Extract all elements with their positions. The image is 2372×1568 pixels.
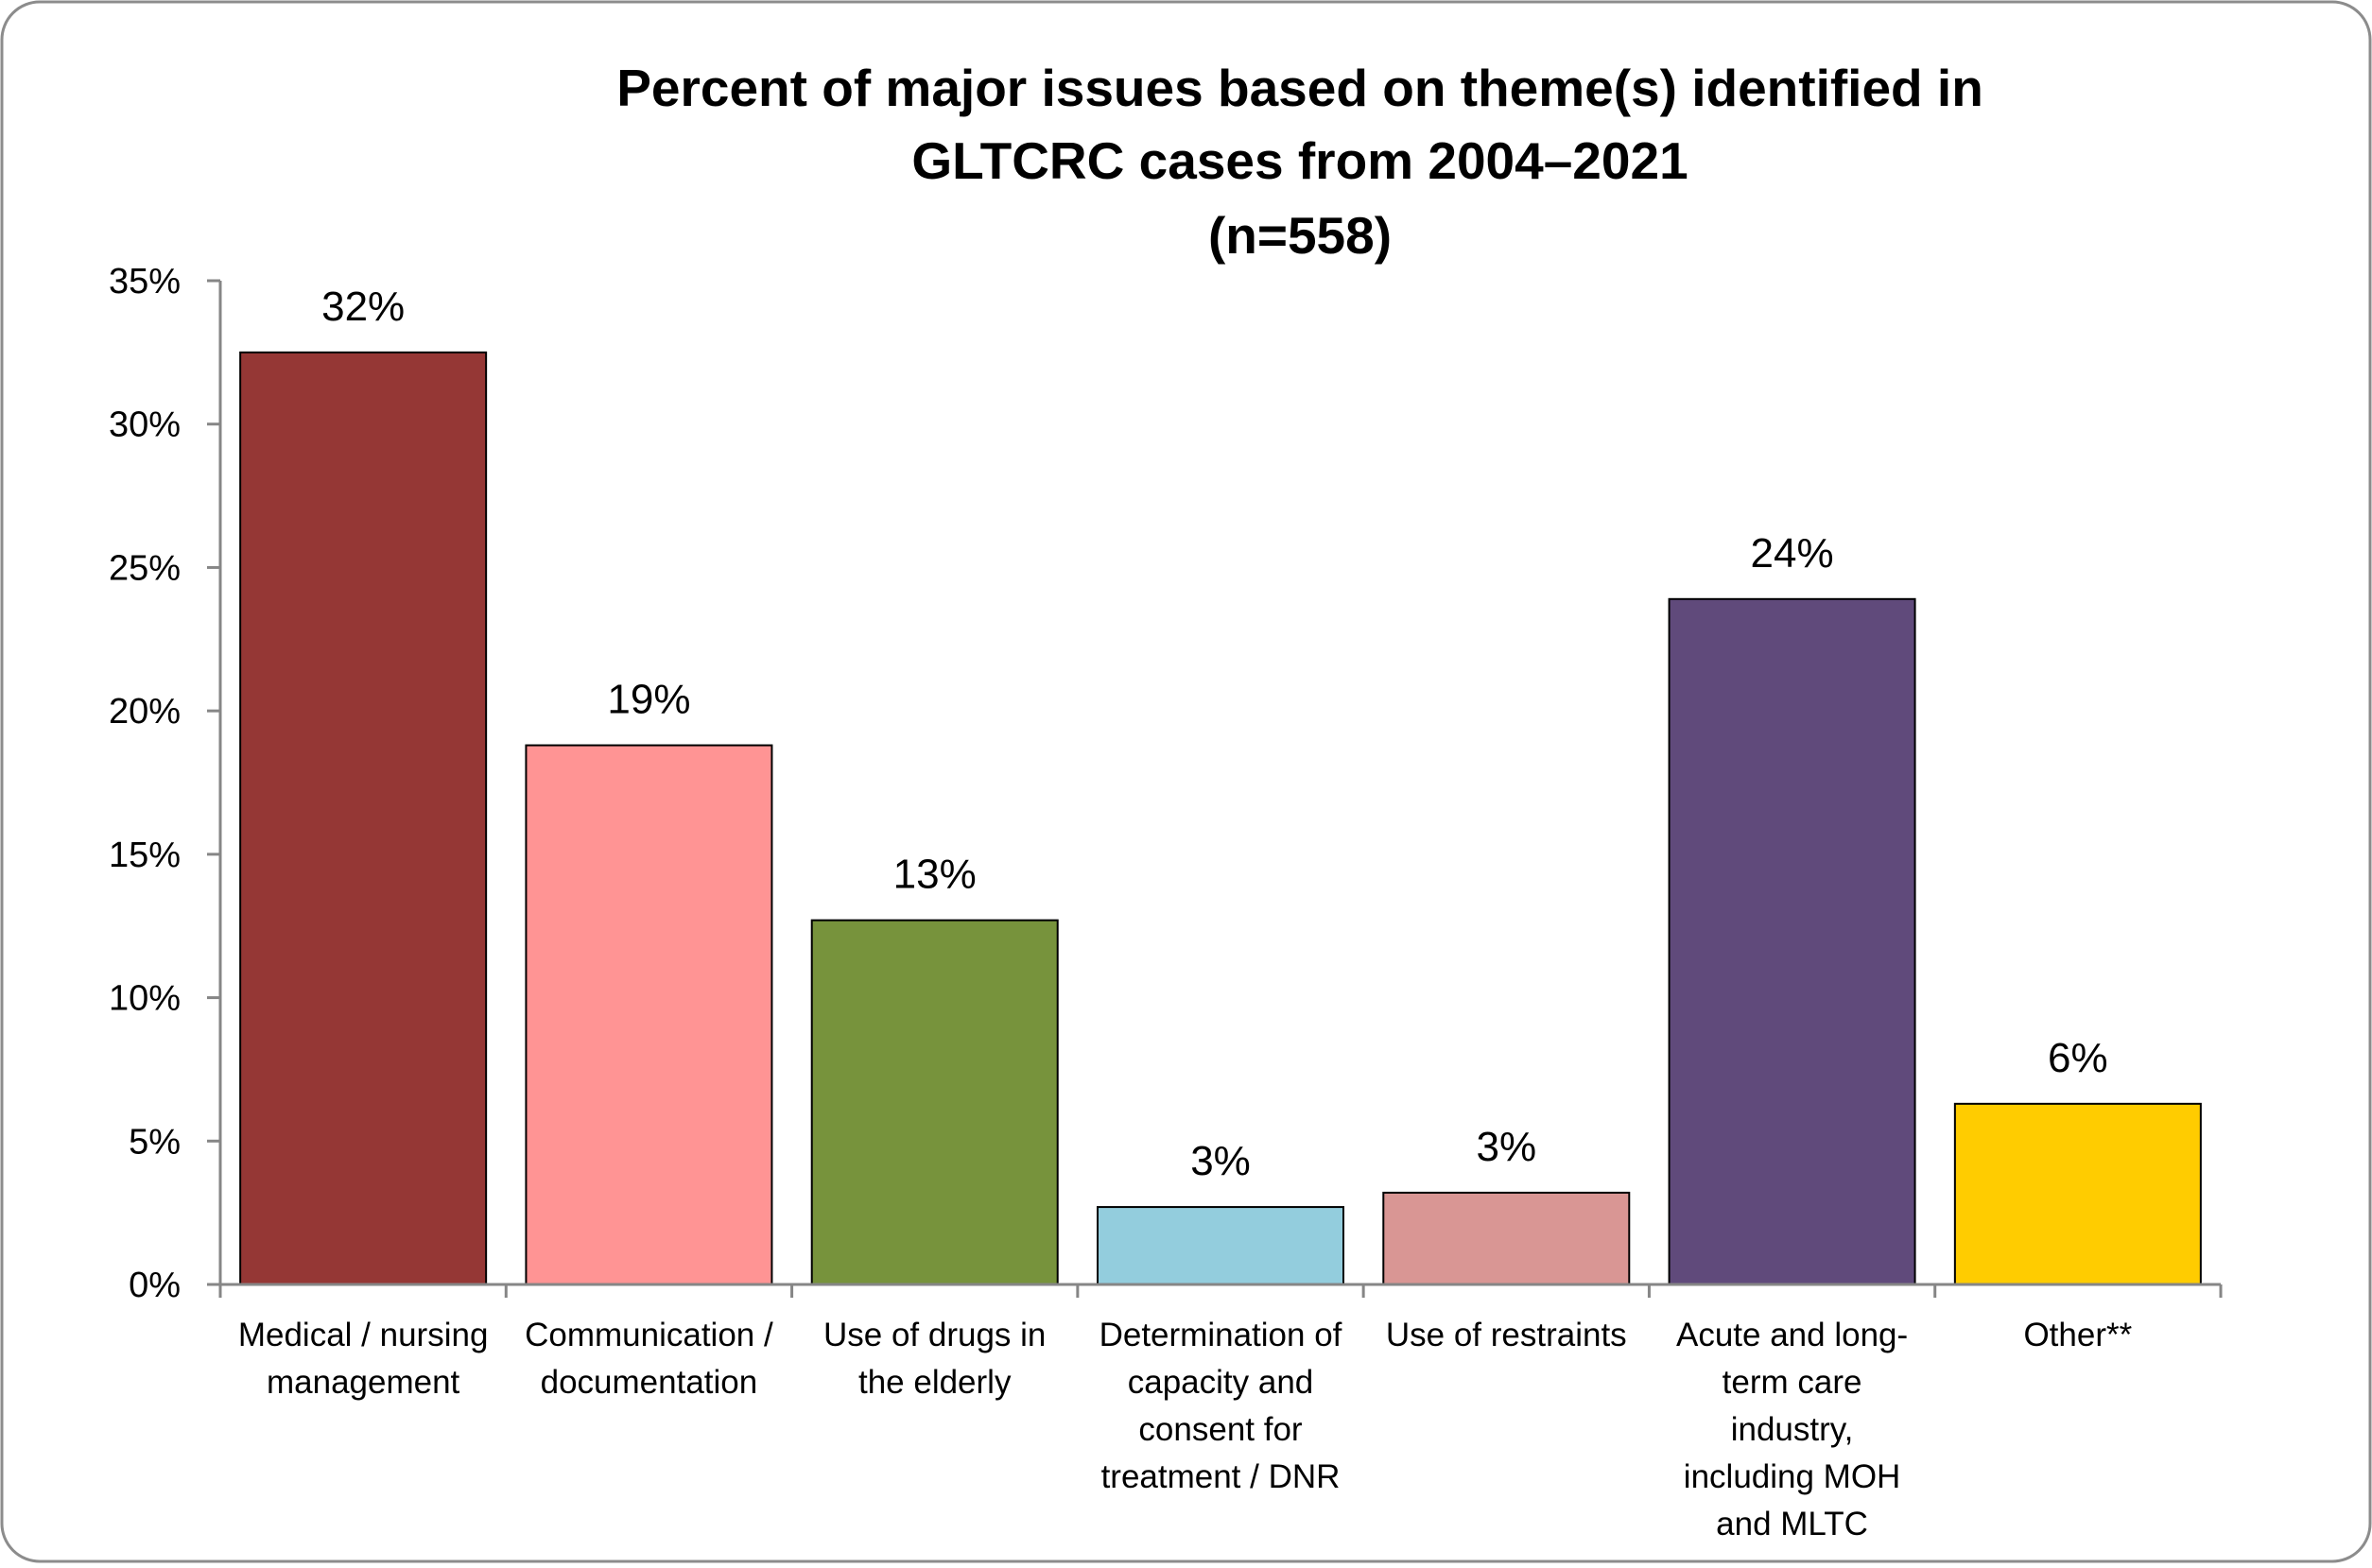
x-category-label: Use of restraints [1386, 1317, 1627, 1353]
y-tick-label: 25% [109, 548, 181, 588]
chart-title-line: Percent of major issues based on theme(s… [616, 59, 1983, 117]
y-tick-label: 10% [109, 979, 181, 1019]
x-category-label: management [267, 1364, 460, 1401]
data-label: 24% [1751, 530, 1834, 577]
bar [1097, 1206, 1344, 1286]
x-category-label: treatment / DNR [1101, 1458, 1341, 1495]
y-tick-label: 20% [109, 692, 181, 732]
bars [239, 351, 2202, 1286]
x-category-label: and MLTC [1716, 1506, 1868, 1542]
chart-title-line: GLTCRC cases from 2004–2021 [911, 131, 1688, 190]
data-labels: 32% 19% 13% 3% 3% 24% 6% [321, 284, 2108, 1184]
chart-title-line: (n=558) [1208, 206, 1392, 265]
x-category-label: documentation [541, 1364, 758, 1401]
x-category-label: consent for [1138, 1411, 1302, 1448]
x-category-label: Acute and long- [1676, 1317, 1908, 1353]
x-category-label: industry, [1731, 1411, 1854, 1448]
x-category-label: term care [1723, 1364, 1862, 1401]
y-tick-label: 35% [109, 262, 181, 302]
x-category-label: Communication / [525, 1317, 773, 1353]
x-category-label: the elderly [858, 1364, 1012, 1401]
bar [525, 744, 773, 1285]
chart-title: Percent of major issues based on theme(s… [616, 59, 1983, 265]
y-tick-label: 30% [109, 405, 181, 445]
y-axis: 0% 5% 10% 15% 20% 25% 30% 35% [109, 262, 222, 1305]
y-tick-label: 0% [129, 1266, 181, 1305]
data-label: 3% [1476, 1124, 1536, 1170]
data-label: 32% [321, 284, 405, 330]
data-label: 13% [893, 852, 977, 898]
bar [810, 919, 1059, 1285]
data-label: 19% [607, 677, 690, 723]
x-category-label: Determination of [1099, 1317, 1342, 1353]
x-category-label: Other** [2023, 1317, 2132, 1353]
data-label: 3% [1190, 1138, 1251, 1184]
x-category-label: Use of drugs in [823, 1317, 1046, 1353]
bar [1382, 1191, 1631, 1285]
data-label: 6% [2048, 1035, 2108, 1081]
x-axis: Medical / nursing management Communication… [218, 1283, 2223, 1542]
x-category-label: capacity and [1128, 1364, 1314, 1401]
y-tick-label: 15% [109, 836, 181, 875]
x-category-label: including MOH [1684, 1458, 1901, 1495]
bar [239, 351, 488, 1286]
x-category-label: Medical / nursing [238, 1317, 489, 1353]
bar [1953, 1102, 2202, 1285]
bar [1668, 597, 1916, 1285]
y-tick-label: 5% [129, 1122, 181, 1162]
